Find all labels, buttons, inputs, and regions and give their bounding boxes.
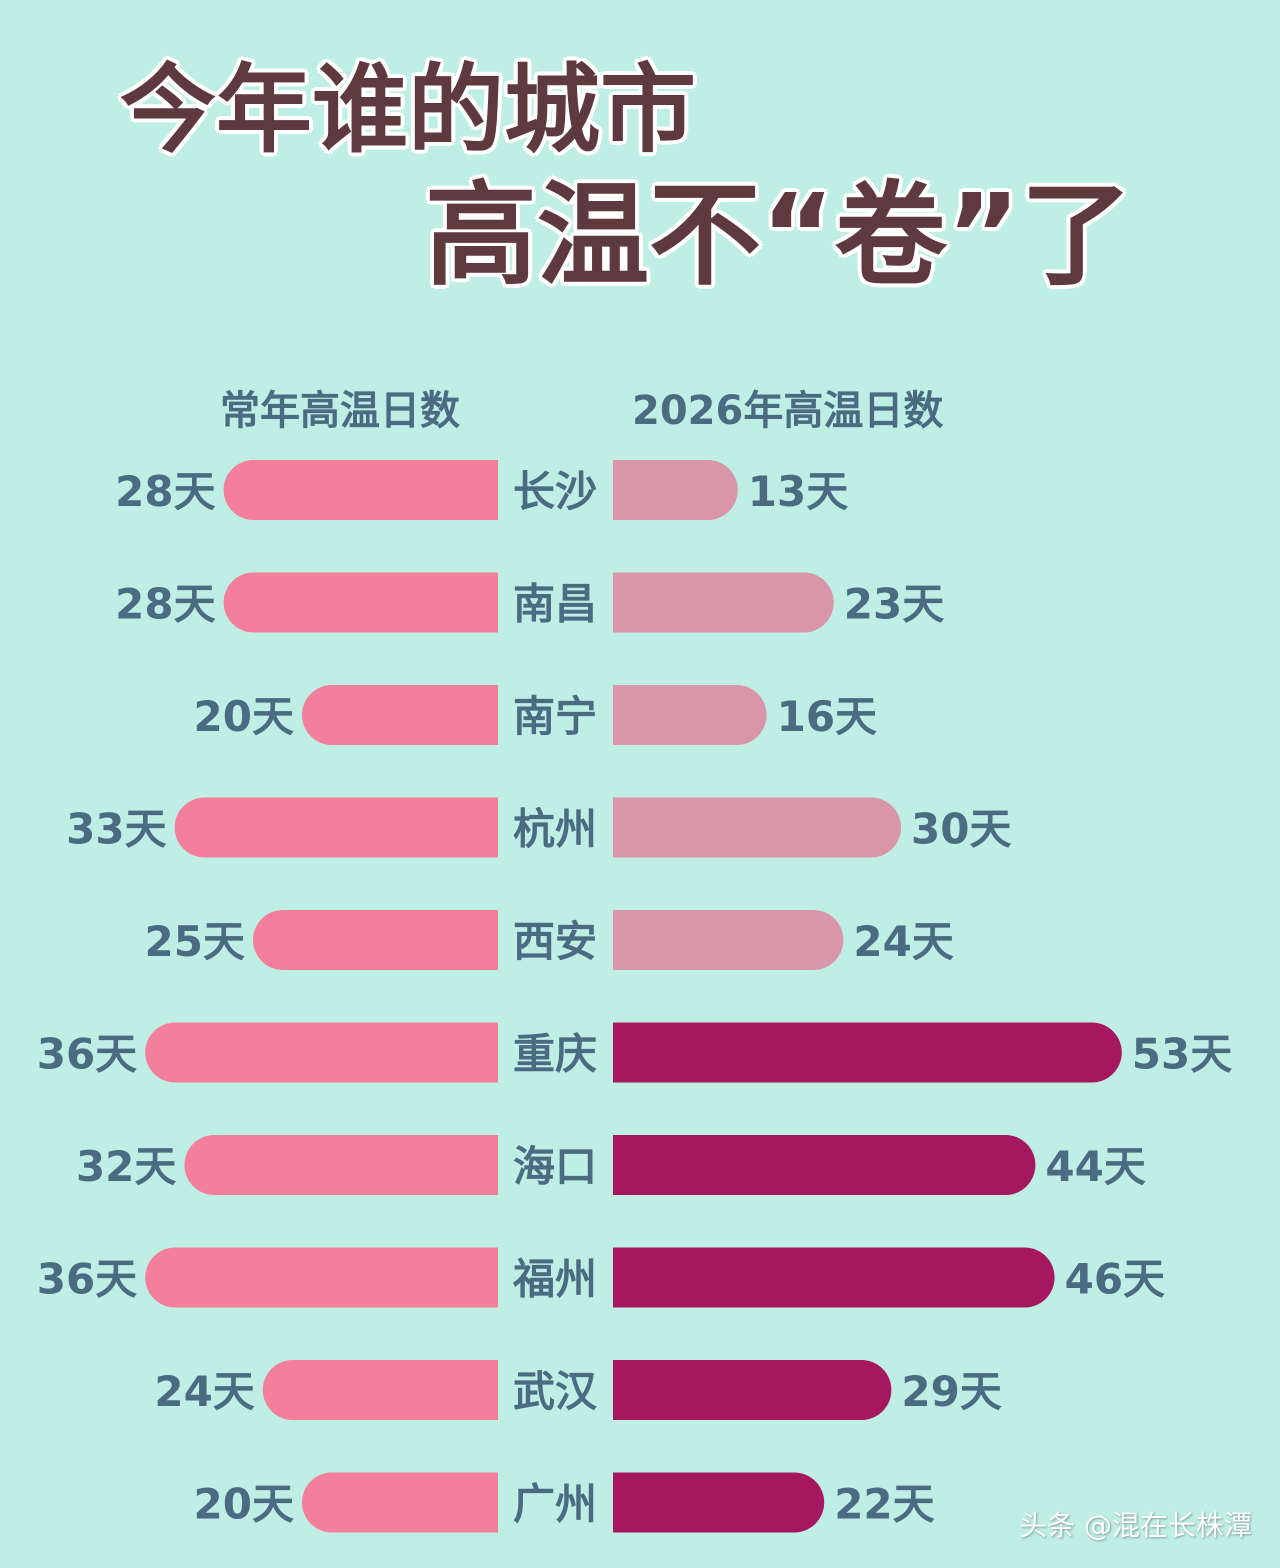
city-label: 南宁	[513, 692, 597, 741]
right-value-label: 13天	[748, 467, 848, 516]
left-value-label: 36天	[37, 1255, 137, 1304]
left-value-label: 32天	[76, 1142, 176, 1191]
left-value-label: 24天	[154, 1367, 254, 1416]
left-value-label: 25天	[145, 917, 245, 966]
right-bar	[613, 460, 738, 520]
left-bar	[262, 1360, 498, 1420]
right-value-label: 53天	[1132, 1030, 1232, 1079]
left-value-label: 28天	[115, 467, 215, 516]
right-column-header: 2026年高温日数	[632, 388, 944, 434]
right-value-label: 24天	[853, 917, 953, 966]
city-label: 长沙	[513, 467, 597, 516]
city-label: 南昌	[513, 580, 597, 629]
left-bar	[145, 1022, 498, 1083]
left-bar	[223, 460, 498, 520]
right-bar	[613, 910, 844, 970]
title-line-2: 高温不“卷”了	[425, 171, 1133, 301]
left-bar	[302, 685, 498, 745]
city-label: 重庆	[513, 1030, 597, 1079]
left-bar	[253, 910, 498, 970]
left-value-label: 28天	[115, 580, 215, 629]
right-bar	[613, 685, 767, 745]
city-label: 武汉	[513, 1367, 598, 1416]
chart-row: 20天 广州 22天	[194, 1472, 935, 1533]
right-bar	[613, 1247, 1055, 1308]
left-bar	[223, 572, 498, 633]
right-value-label: 46天	[1065, 1255, 1165, 1304]
chart-row: 32天 海口 44天	[76, 1135, 1146, 1195]
left-value-label: 36天	[37, 1030, 137, 1079]
chart-row: 24天 武汉 29天	[154, 1360, 1002, 1420]
right-bar	[613, 1472, 825, 1533]
right-bar	[613, 1022, 1122, 1083]
city-label: 杭州	[513, 805, 597, 854]
chart-row: 36天 福州 46天	[37, 1247, 1165, 1308]
right-value-label: 29天	[901, 1367, 1001, 1416]
right-bar	[613, 1135, 1036, 1195]
title-line-1: 今年谁的城市	[120, 54, 696, 166]
right-bar	[613, 797, 902, 858]
chart-row: 20天 南宁 16天	[194, 685, 877, 745]
chart-row: 33天 杭州 30天	[66, 797, 1011, 858]
left-column-header: 常年高温日数	[220, 388, 460, 434]
left-bar	[145, 1247, 498, 1308]
right-bar	[613, 1360, 892, 1420]
right-value-label: 44天	[1045, 1142, 1145, 1191]
left-value-label: 20天	[194, 692, 294, 741]
right-value-label: 22天	[834, 1480, 934, 1529]
chart-row: 36天 重庆 53天	[37, 1022, 1232, 1083]
chart-row: 28天 南昌 23天	[115, 572, 944, 633]
city-label: 西安	[513, 917, 597, 966]
right-value-label: 23天	[844, 580, 944, 629]
left-bar	[174, 797, 498, 858]
left-value-label: 33天	[66, 805, 166, 854]
city-label: 福州	[512, 1255, 597, 1304]
right-value-label: 16天	[777, 692, 877, 741]
chart-row: 25天 西安 24天	[145, 910, 954, 970]
right-bar	[613, 572, 834, 633]
right-value-label: 30天	[911, 805, 1011, 854]
city-label: 广州	[513, 1480, 597, 1529]
city-label: 海口	[513, 1142, 597, 1191]
watermark: 头条 @混在长株潭	[1019, 1509, 1252, 1542]
chart-row: 28天 长沙 13天	[115, 460, 848, 520]
left-bar	[302, 1472, 498, 1533]
left-value-label: 20天	[194, 1480, 294, 1529]
left-bar	[184, 1135, 498, 1195]
